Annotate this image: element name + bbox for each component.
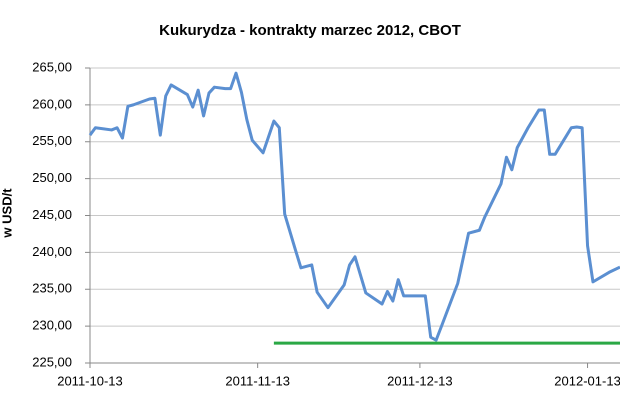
- x-tick-label: 2012-01-13: [554, 373, 620, 388]
- y-tick-label: 230,00: [32, 318, 72, 333]
- y-tick-label: 245,00: [32, 207, 72, 222]
- chart-title: Kukurydza - kontrakty marzec 2012, CBOT: [159, 22, 461, 39]
- y-tick-label: 265,00: [32, 59, 72, 74]
- data-line: [88, 71, 620, 342]
- y-tick-label: 255,00: [32, 133, 72, 148]
- y-tick-label: 235,00: [32, 281, 72, 296]
- y-tick-label: 225,00: [32, 354, 72, 369]
- y-tick-label: 250,00: [32, 170, 72, 185]
- x-tick-label: 2011-10-13: [57, 373, 123, 388]
- y-axis-title: w USD/t: [0, 188, 14, 239]
- y-tick-label: 260,00: [32, 96, 72, 111]
- x-tick-label: 2011-12-13: [387, 373, 453, 388]
- y-tick-label: 240,00: [32, 244, 72, 259]
- x-tick-label: 2011-11-13: [225, 373, 290, 388]
